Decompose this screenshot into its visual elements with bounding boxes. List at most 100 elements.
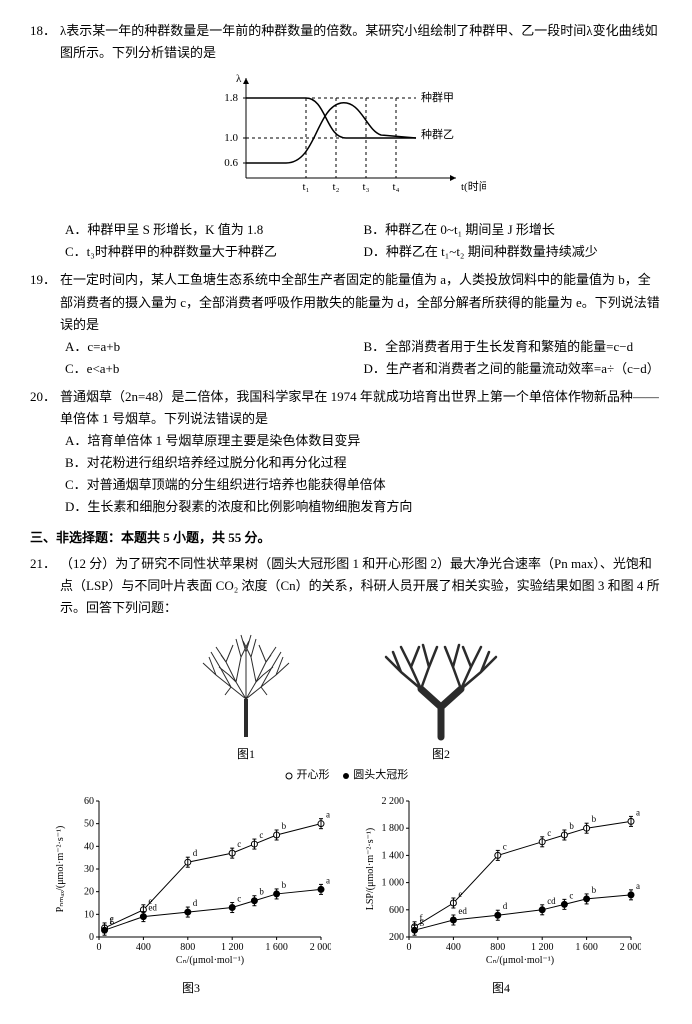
- svg-text:60: 60: [84, 796, 94, 807]
- svg-text:LSP/(μmol·m⁻²·s⁻¹): LSP/(μmol·m⁻²·s⁻¹): [365, 828, 376, 910]
- question-18: 18． λ表示某一年的种群数量是一年前的种群数量的倍数。某研究小组绘制了种群甲、…: [30, 20, 662, 263]
- svg-text:a: a: [636, 807, 640, 817]
- svg-text:d: d: [503, 901, 508, 911]
- svg-text:0: 0: [89, 932, 94, 943]
- svg-text:200: 200: [389, 932, 404, 943]
- svg-text:0.6: 0.6: [224, 157, 238, 169]
- svg-text:c: c: [569, 890, 573, 900]
- q20-opt-a: A．培育单倍体 1 号烟草原理主要是染色体数目变异: [65, 430, 662, 452]
- svg-text:c: c: [547, 828, 551, 838]
- svg-text:1 200: 1 200: [221, 942, 244, 953]
- q18-chart: 1.8 1.0 0.6 t₁ t₂ t₃ t₄ t(时间) λ 种群甲 种群乙: [30, 68, 662, 215]
- figure-2: 图2: [371, 627, 511, 764]
- q20-num: 20．: [30, 386, 60, 430]
- q21-stem: （12 分）为了研究不同性状苹果树（圆头大冠形图 1 和开心形图 2）最大净光合…: [60, 553, 662, 619]
- question-19: 19． 在一定时间内，某人工鱼塘生态系统中全部生产者固定的能量值为 a，人类投放…: [30, 269, 662, 379]
- svg-text:Cₙ/(μmol·mol⁻¹): Cₙ/(μmol·mol⁻¹): [176, 955, 244, 966]
- svg-text:c: c: [237, 839, 241, 849]
- svg-text:ed: ed: [458, 906, 467, 916]
- svg-text:c: c: [259, 830, 263, 840]
- series-label-b: 种群乙: [421, 127, 454, 141]
- svg-text:400: 400: [136, 942, 151, 953]
- q20-opt-d: D．生长素和细胞分裂素的浓度和比例影响植物细胞发育方向: [65, 496, 662, 518]
- figure-1: 图1: [181, 627, 311, 764]
- svg-text:a: a: [636, 881, 640, 891]
- svg-text:1 800: 1 800: [382, 823, 405, 834]
- svg-text:0: 0: [407, 942, 412, 953]
- svg-text:λ: λ: [236, 73, 242, 85]
- svg-text:b: b: [569, 821, 574, 831]
- svg-text:b: b: [592, 885, 597, 895]
- svg-text:2 000: 2 000: [620, 942, 641, 953]
- svg-text:400: 400: [446, 942, 461, 953]
- question-21: 21． （12 分）为了研究不同性状苹果树（圆头大冠形图 1 和开心形图 2）最…: [30, 553, 662, 999]
- svg-text:f: f: [110, 916, 113, 926]
- fig1-caption: 图1: [181, 744, 311, 764]
- svg-text:1 000: 1 000: [382, 878, 405, 889]
- svg-text:10: 10: [84, 909, 94, 920]
- svg-text:t₄: t₄: [393, 181, 400, 193]
- svg-text:30: 30: [84, 864, 94, 875]
- svg-text:800: 800: [180, 942, 195, 953]
- series-label-a: 种群甲: [421, 90, 454, 104]
- svg-text:2 200: 2 200: [382, 796, 405, 807]
- q18-opt-c: C．t₃时种群甲的种群数量大于种群乙: [65, 241, 364, 263]
- q19-stem: 在一定时间内，某人工鱼塘生态系统中全部生产者固定的能量值为 a，人类投放饲料中的…: [60, 269, 662, 335]
- q19-num: 19．: [30, 269, 60, 335]
- svg-text:Pₙₘₐₓ/(μmol·m⁻²·s⁻¹): Pₙₘₐₓ/(μmol·m⁻²·s⁻¹): [55, 826, 66, 913]
- q21-num: 21．: [30, 553, 60, 619]
- svg-text:b: b: [259, 887, 264, 897]
- q19-opt-a: A．c=a+b: [65, 336, 364, 358]
- q19-opt-c: C．e<a+b: [65, 358, 364, 380]
- q18-stem: λ表示某一年的种群数量是一年前的种群数量的倍数。某研究小组绘制了种群甲、乙一段时…: [60, 20, 662, 64]
- svg-text:1 600: 1 600: [265, 942, 288, 953]
- q20-opt-c: C．对普通烟草顶端的分生组织进行培养也能获得单倍体: [65, 474, 662, 496]
- svg-text:t₁: t₁: [303, 181, 310, 193]
- svg-text:20: 20: [84, 887, 94, 898]
- plot-legend: 开心形 圆头大冠形: [30, 766, 662, 785]
- q18-num: 18．: [30, 20, 60, 64]
- svg-text:d: d: [193, 898, 198, 908]
- svg-text:Cₙ/(μmol·mol⁻¹): Cₙ/(μmol·mol⁻¹): [486, 955, 554, 966]
- svg-text:1.8: 1.8: [224, 92, 238, 104]
- svg-text:cd: cd: [547, 896, 556, 906]
- svg-text:1 400: 1 400: [382, 850, 405, 861]
- q19-opt-d: D．生产者和消费者之间的能量流动效率=a÷（c−d）: [364, 358, 663, 380]
- q18-opt-b: B．种群乙在 0~t₁ 期间呈 J 形增长: [364, 219, 663, 241]
- svg-text:1.0: 1.0: [224, 132, 238, 144]
- svg-text:1 200: 1 200: [531, 942, 554, 953]
- q18-opt-d: D．种群乙在 t₁~t₂ 期间种群数量持续减少: [364, 241, 663, 263]
- fig3-caption: 图3: [51, 978, 331, 998]
- q20-opt-b: B．对花粉进行组织培养经过脱分化和再分化过程: [65, 452, 662, 474]
- svg-text:g: g: [420, 916, 425, 926]
- q19-opt-b: B．全部消费者用于生长发育和繁殖的能量=c−d: [364, 336, 663, 358]
- q20-stem: 普通烟草（2n=48）是二倍体，我国科学家早在 1974 年就成功培育出世界上第…: [60, 386, 662, 430]
- question-20: 20． 普通烟草（2n=48）是二倍体，我国科学家早在 1974 年就成功培育出…: [30, 386, 662, 519]
- svg-text:d: d: [193, 848, 198, 858]
- svg-text:2 000: 2 000: [310, 942, 331, 953]
- svg-text:a: a: [326, 810, 330, 820]
- legend-open-label: 开心形: [297, 769, 330, 781]
- fig4-caption: 图4: [361, 978, 641, 998]
- figure-3: 0 10 20 30 40 50 60 0 400 800 1 200 1 600 2 000 Cₙ/(μ…: [51, 789, 331, 998]
- svg-text:b: b: [592, 814, 597, 824]
- fig2-caption: 图2: [371, 744, 511, 764]
- svg-text:1 600: 1 600: [575, 942, 598, 953]
- svg-text:800: 800: [490, 942, 505, 953]
- svg-text:e: e: [458, 889, 462, 899]
- svg-text:b: b: [282, 821, 287, 831]
- svg-text:50: 50: [84, 819, 94, 830]
- svg-text:a: a: [326, 875, 330, 885]
- svg-text:t(时间): t(时间): [461, 180, 486, 193]
- svg-text:40: 40: [84, 841, 94, 852]
- q18-opt-a: A．种群甲呈 S 形增长，K 值为 1.8: [65, 219, 364, 241]
- svg-text:c: c: [237, 893, 241, 903]
- section-3-title: 三、非选择题：本题共 5 小题，共 55 分。: [30, 527, 662, 549]
- svg-text:0: 0: [97, 942, 102, 953]
- svg-text:c: c: [503, 841, 507, 851]
- legend-filled-label: 圆头大冠形: [353, 769, 408, 781]
- figure-4: 200 600 1 000 1 400 1 800 2 200 0 400 800 1 200 1 …: [361, 789, 641, 998]
- svg-text:t₃: t₃: [363, 181, 370, 193]
- svg-text:ed: ed: [148, 903, 157, 913]
- svg-text:600: 600: [389, 905, 404, 916]
